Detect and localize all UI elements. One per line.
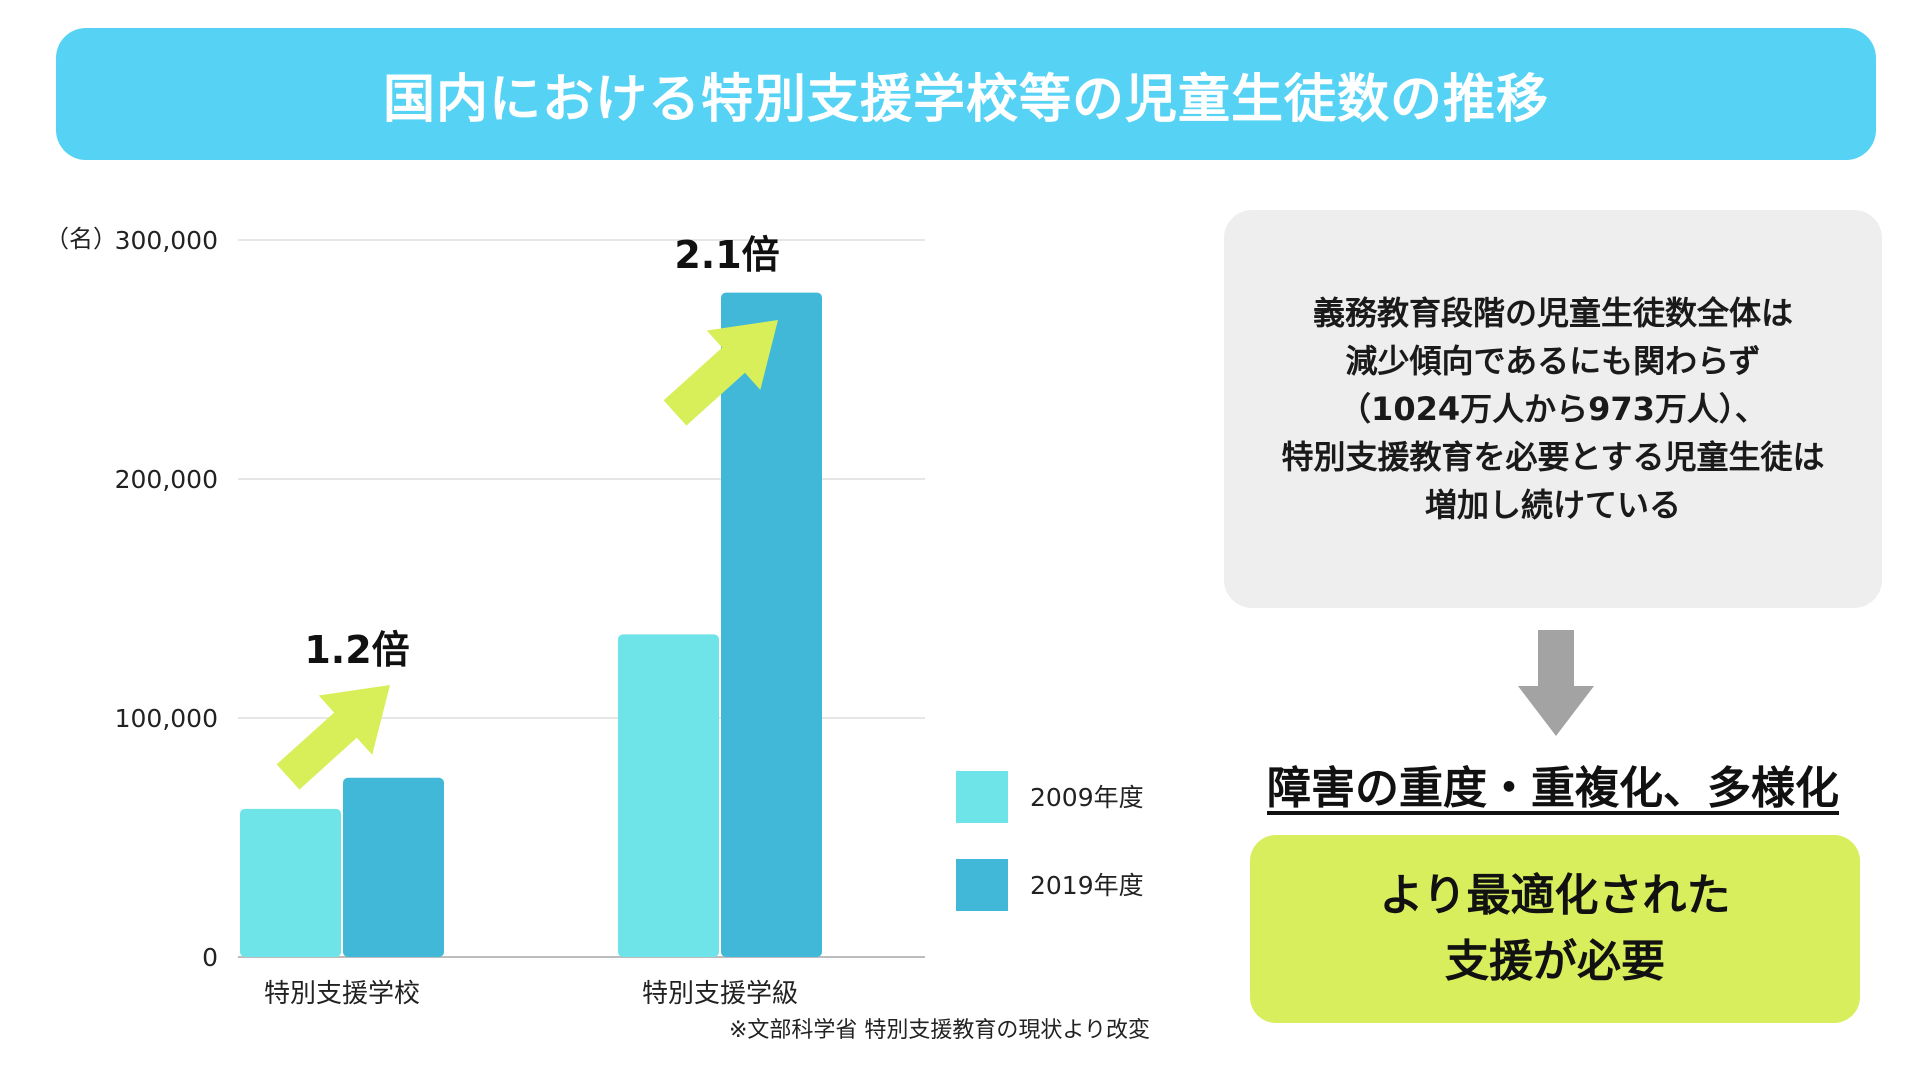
up-right-arrow-icon [663, 320, 778, 426]
y-unit-label: （名） [45, 225, 117, 253]
growth-annotation: 1.2倍 [304, 628, 409, 672]
bar-2019-1 [721, 292, 822, 957]
x-tick-label: 特別支援学級 [642, 979, 798, 1009]
info-box: 義務教育段階の児童生徒数全体は 減少傾向であるにも関わらず （1024万人から9… [1224, 210, 1882, 608]
bar-2009-1 [618, 634, 719, 957]
bar-chart: （名） 0 100,000 200,000 300,000 特別支援学校 特別支援学級 1.2… [45, 225, 1150, 1043]
source-note: ※文部科学省 特別支援教育の現状より改変 [729, 1018, 1150, 1043]
up-right-arrow-icon [276, 685, 390, 790]
legend-label: 2019年度 [1030, 871, 1144, 900]
page-title: 国内における特別支援学校等の児童生徒数の推移 [382, 69, 1549, 130]
info-text: 義務教育段階の児童生徒数全体は 減少傾向であるにも関わらず （1024万人から9… [1281, 294, 1825, 524]
action-box: より最適化された 支援が必要 [1250, 835, 1860, 1023]
y-tick-label: 200,000 [115, 465, 218, 494]
bar-2019-0 [343, 777, 444, 957]
legend-label: 2009年度 [1030, 783, 1144, 812]
y-tick-label: 0 [202, 943, 218, 972]
y-tick-label: 100,000 [115, 704, 218, 733]
x-tick-label: 特別支援学校 [264, 979, 420, 1009]
y-tick-label: 300,000 [115, 226, 218, 255]
action-text: より最適化された 支援が必要 [1379, 870, 1731, 987]
legend-swatch [956, 859, 1008, 911]
bar-2009-0 [240, 808, 341, 957]
legend-swatch [956, 771, 1008, 823]
growth-annotation: 2.1倍 [674, 233, 779, 277]
header-banner: 国内における特別支援学校等の児童生徒数の推移 [56, 28, 1876, 160]
down-arrow-icon [1518, 630, 1594, 736]
conclusion-heading: 障害の重度・重複化、多様化 [1267, 763, 1839, 814]
